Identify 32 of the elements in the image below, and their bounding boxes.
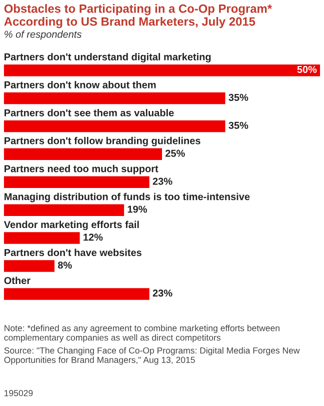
y-tick-label: Partners don't follow branding guidelines xyxy=(4,136,200,146)
y-tick-label: Partners need too much support xyxy=(4,164,158,174)
y-tick-label: Managing distribution of funds is too time-intensive xyxy=(4,192,250,202)
data-label: 35% xyxy=(228,122,248,129)
data-label: 50% xyxy=(297,66,317,73)
data-label: 23% xyxy=(152,178,172,185)
bar xyxy=(4,176,150,188)
y-tick-label: Vendor marketing efforts fail xyxy=(4,220,139,230)
y-tick-label: Partners don't have websites xyxy=(4,248,142,256)
bar xyxy=(4,204,124,216)
bar xyxy=(4,92,226,104)
y-tick-label: Partners don't understand digital marketing xyxy=(4,53,211,62)
y-tick-label: Partners don't know about them xyxy=(4,81,156,88)
bar xyxy=(4,148,162,160)
source-note: Source: "The Changing Face of Co-Op Programs: Digital Media Forges New Opportunities for Brand Managers," Aug 13, 2015 xyxy=(4,347,300,365)
data-label: 35% xyxy=(228,94,248,101)
y-tick-label: Partners don't see them as valuable xyxy=(4,108,174,116)
bar xyxy=(4,64,320,76)
data-label: 23% xyxy=(152,290,172,297)
bar xyxy=(4,120,226,132)
text: 195029 xyxy=(4,390,33,396)
text: Note: *defined as any agreement to combine marketing efforts between complementary companies as well as direct competitors xyxy=(4,324,280,342)
data-label: 25% xyxy=(166,150,185,157)
chart-title: Obstacles to Participating in a Co-Op Program* According to US Brand Marketers, July 2015 xyxy=(4,4,272,28)
bar xyxy=(4,288,150,300)
data-label: 8% xyxy=(58,262,72,269)
chart-subtitle: % of respondents xyxy=(4,30,82,40)
bar xyxy=(4,232,80,244)
data-label: 19% xyxy=(128,206,147,213)
y-tick-label: Other xyxy=(4,276,30,284)
bar xyxy=(4,260,54,272)
data-label: 12% xyxy=(84,234,103,241)
